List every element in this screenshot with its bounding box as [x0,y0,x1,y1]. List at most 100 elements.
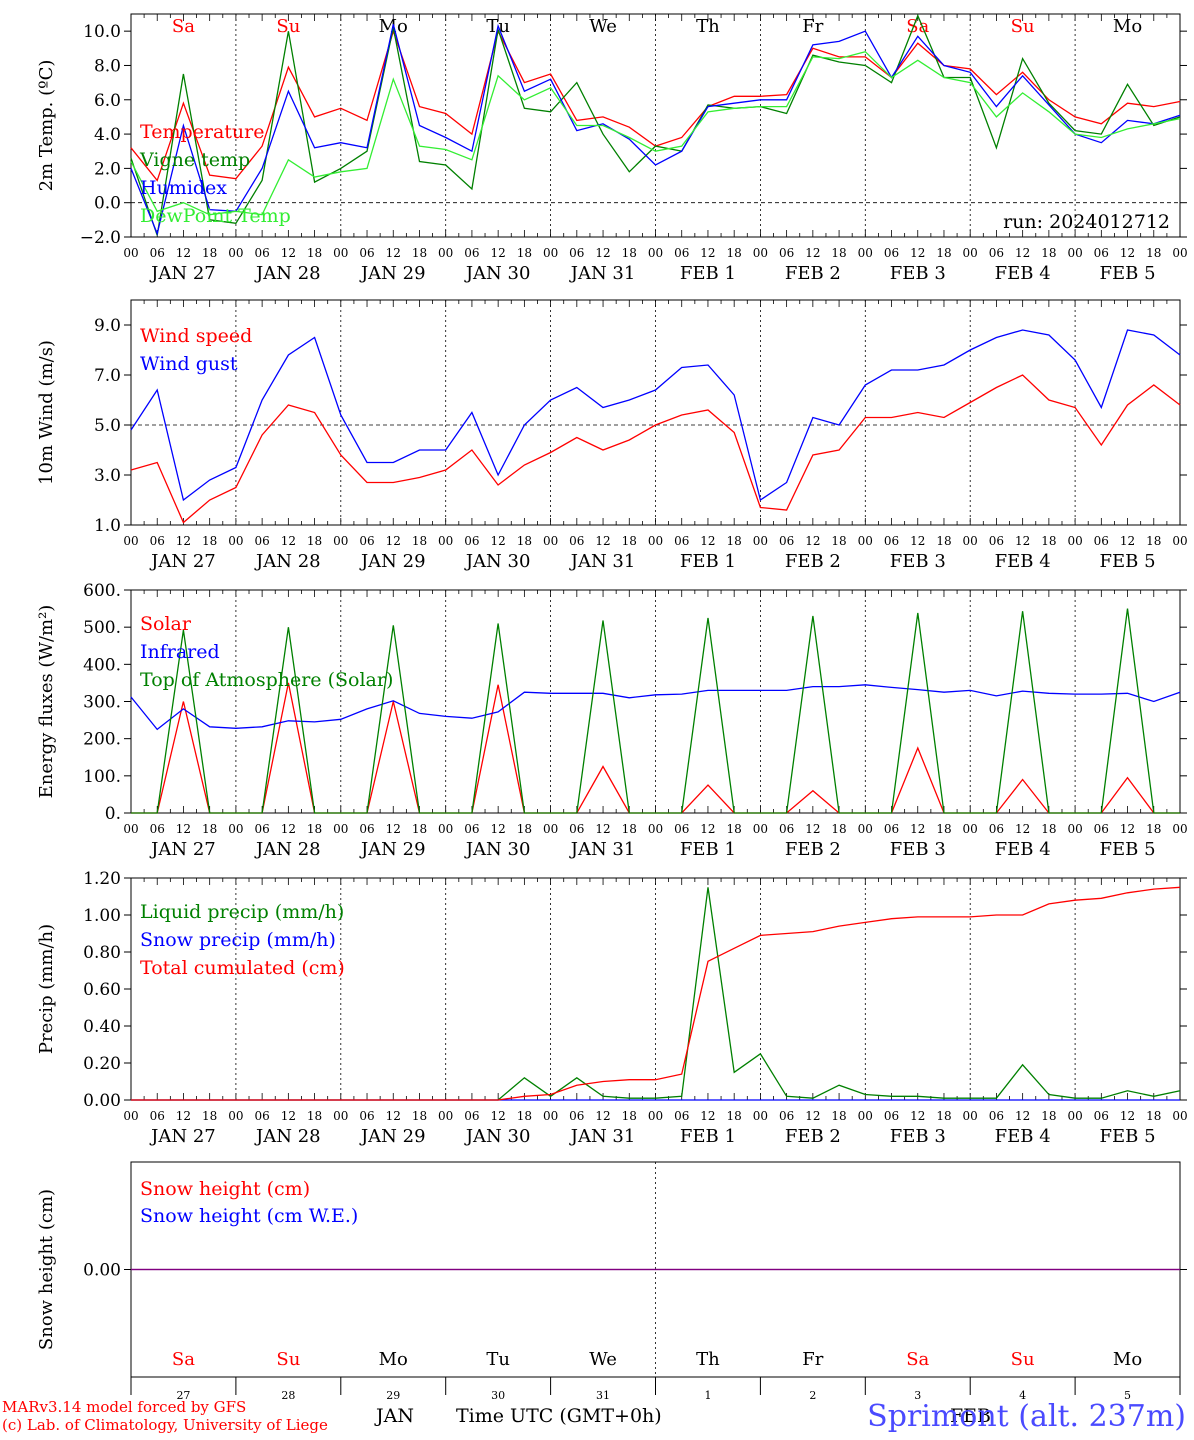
hour-tick-label: 06 [359,246,374,260]
y-tick-label: 0.80 [83,943,121,963]
hour-tick-label: 18 [307,246,322,260]
hour-tick-label: 00 [1172,1109,1187,1123]
weekday-label: Mo [379,1349,408,1370]
y-axis-label: Precip (mm/h) [36,924,57,1054]
hour-tick-label: 06 [150,822,165,836]
hour-tick-label: 00 [438,822,453,836]
series-line-2 [130,13,1181,236]
hour-tick-label: 18 [727,822,742,836]
weekday-label: Th [696,16,720,37]
hour-tick-label: 12 [595,246,610,260]
legend-entry: DewPoint Temp [140,205,291,227]
hour-tick-label: 06 [569,246,584,260]
hour-tick-label: 00 [1067,246,1082,260]
y-tick-label: 1.0 [94,516,121,536]
hour-tick-label: 18 [202,1109,217,1123]
y-tick-label: 300. [83,693,121,713]
day-number-label: 29 [386,1389,400,1402]
y-tick-label: 1.20 [83,869,121,889]
hour-tick-label: 06 [1094,246,1109,260]
hour-tick-label: 12 [805,534,820,548]
hour-tick-label: 00 [333,246,348,260]
hour-tick-label: 00 [858,1109,873,1123]
date-label: FEB 3 [890,839,946,860]
hour-tick-label: 06 [359,822,374,836]
hour-tick-label: 06 [150,1109,165,1123]
y-axis-label: Snow height (cm) [36,1189,57,1350]
date-label: JAN 27 [149,1126,216,1147]
hour-tick-label: 18 [831,822,846,836]
hour-tick-label: 12 [910,1109,925,1123]
date-label: JAN 27 [149,551,216,572]
hour-tick-label: 12 [1015,822,1030,836]
y-tick-label: 9.0 [94,316,121,336]
hour-tick-label: 18 [622,1109,637,1123]
hour-tick-label: 00 [648,534,663,548]
hour-tick-label: 18 [1041,1109,1056,1123]
y-tick-label: 6.0 [94,91,121,111]
series-line-3 [131,886,1181,1101]
chart-panel-5: Sa 27 Su 28 Mo 29 Tu 30 We 31 Th 1 Fr 2 Sa 3 Su 4 Mo 5 0.00 S… [36,1161,1187,1402]
y-tick-label: 100. [83,767,121,787]
hour-tick-label: 06 [779,822,794,836]
hour-tick-label: 06 [1094,1109,1109,1123]
legend-entry: Top of Atmosphere (Solar) [140,669,393,691]
footer-month-feb: FEB [950,1405,992,1427]
date-label: JAN 27 [149,839,216,860]
date-label: JAN 28 [254,263,321,284]
hour-tick-label: 12 [910,822,925,836]
date-label: JAN 29 [359,1126,426,1147]
hour-tick-label: 12 [1120,534,1135,548]
chart-panel-2: 00 06 12 18 00 06 12 18 00 06 12 18 00 06 12 18 00 06 12 18… [36,299,1188,572]
y-tick-label: 0.60 [83,980,121,1000]
y-tick-label: 500. [83,618,121,638]
weekday-label: Th [696,1349,720,1370]
y-tick-label: 3.0 [94,466,121,486]
y-axis-label: 2m Temp. (ºC) [36,60,57,192]
hour-tick-label: 12 [491,534,506,548]
series-line-4 [130,50,1181,216]
hour-tick-label: 18 [412,246,427,260]
y-tick-label: 4.0 [94,125,121,145]
hour-tick-label: 18 [622,822,637,836]
date-label: FEB 2 [785,263,841,284]
weekday-label: We [589,16,617,37]
run-annotation: run: 2024012712 [1003,211,1170,233]
hour-tick-label: 18 [936,534,951,548]
hour-tick-label: 06 [569,534,584,548]
y-tick-label: −2.0 [80,228,121,248]
chart-panel-3: 00 06 12 18 00 06 12 18 00 06 12 18 00 06 12 18 00 06 12 18… [36,581,1188,860]
hour-tick-label: 06 [569,1109,584,1123]
hour-tick-label: 12 [281,822,296,836]
hour-tick-label: 00 [543,822,558,836]
day-number-label: 28 [281,1389,295,1402]
hour-tick-label: 12 [176,822,191,836]
hour-tick-label: 06 [1094,534,1109,548]
hour-tick-label: 12 [1015,1109,1030,1123]
hour-tick-label: 00 [123,1109,138,1123]
date-label: FEB 5 [1100,263,1156,284]
date-label: JAN 30 [464,1126,531,1147]
hour-tick-label: 06 [884,822,899,836]
y-tick-label: 0.40 [83,1017,121,1037]
hour-tick-label: 12 [176,534,191,548]
weekday-label: Sa [906,1349,929,1370]
legend-entry: Snow precip (mm/h) [140,929,336,951]
date-label: FEB 4 [995,839,1051,860]
hour-tick-label: 00 [963,534,978,548]
weekday-label: Sa [172,16,195,37]
y-tick-label: 7.0 [94,366,121,386]
date-label: JAN 30 [464,263,531,284]
hour-tick-label: 00 [438,246,453,260]
hour-tick-label: 00 [228,822,243,836]
hour-tick-label: 06 [884,1109,899,1123]
hour-tick-label: 06 [989,1109,1004,1123]
series-line-2 [130,329,1181,502]
hour-tick-label: 18 [1041,822,1056,836]
hour-tick-label: 18 [307,822,322,836]
hour-tick-label: 12 [805,822,820,836]
hour-tick-label: 00 [543,534,558,548]
y-tick-label: 0.00 [83,1261,121,1281]
hour-tick-label: 00 [123,534,138,548]
hour-tick-label: 00 [648,822,663,836]
